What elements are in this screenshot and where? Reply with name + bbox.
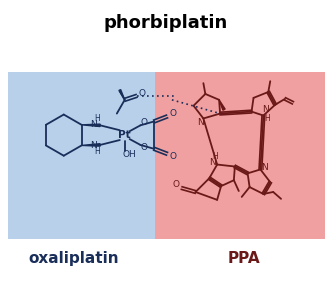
Text: N: N: [90, 142, 97, 150]
Polygon shape: [82, 144, 100, 146]
Text: O: O: [141, 143, 148, 152]
Text: N: N: [197, 118, 204, 127]
Text: OH: OH: [123, 150, 137, 159]
Text: H: H: [94, 114, 100, 123]
Text: O: O: [141, 118, 148, 127]
Polygon shape: [82, 124, 100, 127]
Text: O: O: [139, 89, 146, 98]
Text: oxaliplatin: oxaliplatin: [28, 251, 119, 266]
Polygon shape: [119, 90, 125, 100]
Text: O: O: [172, 180, 179, 189]
Text: O: O: [169, 152, 176, 161]
Text: phorbiplatin: phorbiplatin: [104, 14, 228, 32]
Text: N: N: [209, 158, 215, 167]
Text: H: H: [94, 147, 100, 156]
Text: H: H: [264, 114, 270, 123]
Text: H: H: [212, 152, 218, 161]
Text: O: O: [169, 109, 176, 118]
Bar: [8, 72, 160, 239]
Text: Pt: Pt: [119, 130, 131, 140]
Text: N: N: [262, 105, 269, 114]
Text: N: N: [90, 120, 97, 129]
Bar: [155, 72, 325, 239]
Text: N: N: [261, 163, 268, 172]
Text: PPA: PPA: [227, 251, 260, 266]
Polygon shape: [219, 100, 225, 110]
